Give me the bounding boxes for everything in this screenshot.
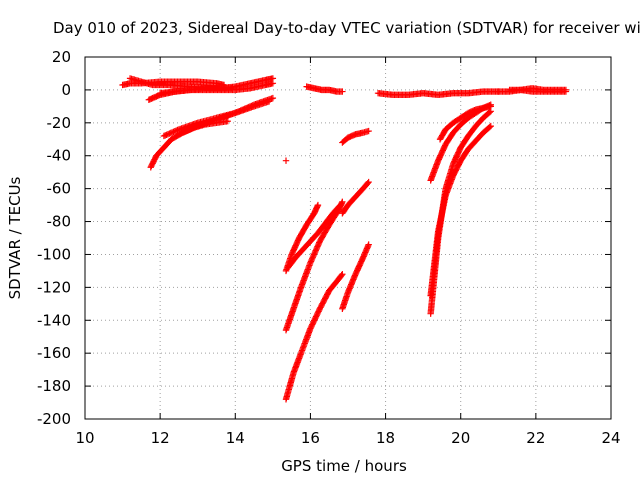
x-tick-label: 22 [526,429,545,447]
data-point-marker [487,103,494,110]
data-point-marker [338,271,345,279]
x-tick-label: 16 [301,429,320,447]
y-tick-label: -40 [47,147,72,165]
series-seg-p [303,83,346,95]
data-point-marker [265,98,273,105]
y-tick-label: 0 [61,81,71,99]
x-axis-label: GPS time / hours [281,457,407,475]
y-tick-label: -80 [47,213,72,231]
series-seg-q [374,88,502,99]
series-seg-t [427,122,494,299]
y-tick-label: -200 [37,410,71,428]
data-point-marker [486,109,493,116]
y-tick-label: -20 [47,114,72,132]
data-point-marker [282,157,290,164]
data-point-marker [314,201,322,209]
data-point-marker [487,122,494,130]
data-point-marker [365,127,372,135]
series-seg-k [282,198,346,334]
grid-layer [85,57,611,419]
x-tick-label: 10 [75,429,94,447]
y-tick-label: 20 [52,48,71,66]
series-seg-h [282,157,290,164]
data-point-marker [365,241,372,248]
data-point-marker [486,123,493,131]
y-axis-label: SDTVAR / TECUs [6,176,24,299]
y-tick-label: -180 [37,377,71,395]
data-point-marker [269,94,277,102]
series-seg-w [506,85,570,94]
series-seg-o [339,127,372,146]
data-point-marker [224,117,231,125]
data-point-marker [339,198,346,205]
series-seg-m [339,178,372,217]
series-seg-l [282,271,346,403]
marks-layer [119,75,570,403]
x-tick-label: 12 [151,429,170,447]
x-tick-label: 18 [376,429,395,447]
data-point-marker [365,178,372,186]
data-point-marker [269,80,277,87]
y-tick-label: -100 [37,245,71,263]
y-tick-label: -120 [37,278,71,296]
chart-title: Day 010 of 2023, Sidereal Day-to-day VTE… [53,19,640,37]
x-tick-label: 24 [601,429,620,447]
series-seg-n [339,241,372,312]
data-point-marker [339,88,346,95]
plot-frame [84,56,612,420]
series-seg-u [436,103,494,143]
data-point-marker [339,271,346,278]
data-point-marker [364,179,371,187]
y-tick-label: -160 [37,344,71,362]
x-tick-label: 14 [226,429,245,447]
series-seg-g [175,98,273,138]
y-tick-label: -60 [47,180,72,198]
y-tick-label: -140 [37,311,71,329]
x-tick-label: 20 [451,429,470,447]
ticks-layer: 10 12 14 16 18 20 22 24 20 0 -20 -40 -60 -80 -100 -120 -… [37,48,621,447]
data-point-marker [562,86,570,94]
series-seg-d [156,80,277,97]
